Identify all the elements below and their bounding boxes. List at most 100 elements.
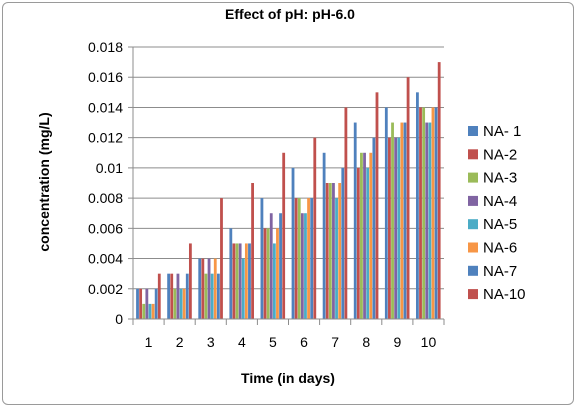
bar [282,152,286,319]
bar [419,107,422,319]
chart-frame [2,2,574,405]
legend-swatch [468,289,478,300]
bar [356,167,360,319]
legend-swatch [468,172,478,183]
bar [304,213,307,319]
bar [182,288,186,319]
legend-label: NA-3 [483,170,517,187]
bar [344,107,348,319]
axes [132,47,445,325]
bar [291,167,295,319]
legend-label: NA-6 [483,240,517,257]
bar [235,243,239,319]
bar [300,213,304,319]
bar [148,303,152,319]
bar [213,258,217,319]
bar [366,167,370,319]
bar [272,243,276,319]
bar [294,198,298,319]
bar [425,122,429,319]
legend-label: NA- 1 [483,123,521,140]
bar [403,122,407,319]
x-tick-labels: 1 2 3 4 5 6 7 8 9 10 [145,334,437,350]
legend-label: NA-2 [483,146,517,163]
bar [313,137,317,319]
bar [216,273,220,319]
bar [244,243,248,319]
legend-label: NA-5 [483,216,517,233]
bar [335,198,338,319]
bar [422,107,426,319]
x-tick-label: 10 [421,334,437,350]
bar [188,243,192,319]
bar [204,273,208,319]
bar [198,258,202,319]
bar [210,273,214,319]
y-tick-label: 0.014 [88,99,123,115]
bar [201,258,205,319]
y-tick-label: 0.002 [88,281,123,297]
bar [391,122,394,319]
bar [297,198,301,319]
x-tick-label: 7 [331,334,339,350]
x-tick-label: 2 [176,334,184,350]
bar [229,228,233,319]
bar [207,258,211,319]
y-tick-label: 0.016 [88,69,123,85]
bar [322,152,326,319]
bar [173,288,177,319]
bar [170,273,174,319]
legend-label: NA-4 [483,193,517,210]
bar [248,243,251,319]
bar [363,152,366,319]
y-tick-label: 0.006 [88,220,123,236]
bar [151,303,155,319]
bar [332,183,335,319]
bar [220,198,223,319]
bar [428,122,432,319]
bar [384,107,388,319]
legend-swatch [468,149,478,160]
bar [388,137,391,319]
legend-swatch [468,242,478,253]
bar [437,62,441,319]
chart-title: Effect of pH: pH-6.0 [225,6,355,22]
y-tick-label: 0.008 [88,190,123,206]
bar [251,183,254,319]
y-axis-label: concentration (mg/L) [36,112,52,251]
legend-swatch [468,219,478,230]
bar [431,107,435,319]
bar [263,228,267,319]
x-tick-label: 6 [300,334,308,350]
legend-swatch [468,126,478,136]
y-tick-labels: 0 0.002 0.004 0.006 0.008 0.01 0.012 0.014 0.016… [88,39,123,327]
bar [394,137,398,319]
bar [397,137,401,319]
bar [266,228,270,319]
bar [310,198,314,319]
bar [360,152,363,319]
bar [400,122,404,319]
bar [325,183,329,319]
bar [241,258,245,319]
bar [341,167,345,319]
bar [372,137,376,319]
x-tick-label: 3 [207,334,215,350]
bar [375,92,379,319]
y-tick-label: 0.004 [88,251,123,267]
bar [307,198,310,319]
bar [269,213,273,319]
y-tick-label: 0.01 [96,160,123,176]
bar [167,273,171,319]
bars [136,62,441,319]
bar [353,122,357,319]
bar [139,288,143,319]
x-axis-label: Time (in days) [241,370,335,386]
legend-swatch [468,265,478,276]
bar [260,198,264,319]
bar [238,243,242,319]
bar [406,77,410,319]
bar [176,273,180,319]
x-tick-label: 9 [393,334,401,350]
